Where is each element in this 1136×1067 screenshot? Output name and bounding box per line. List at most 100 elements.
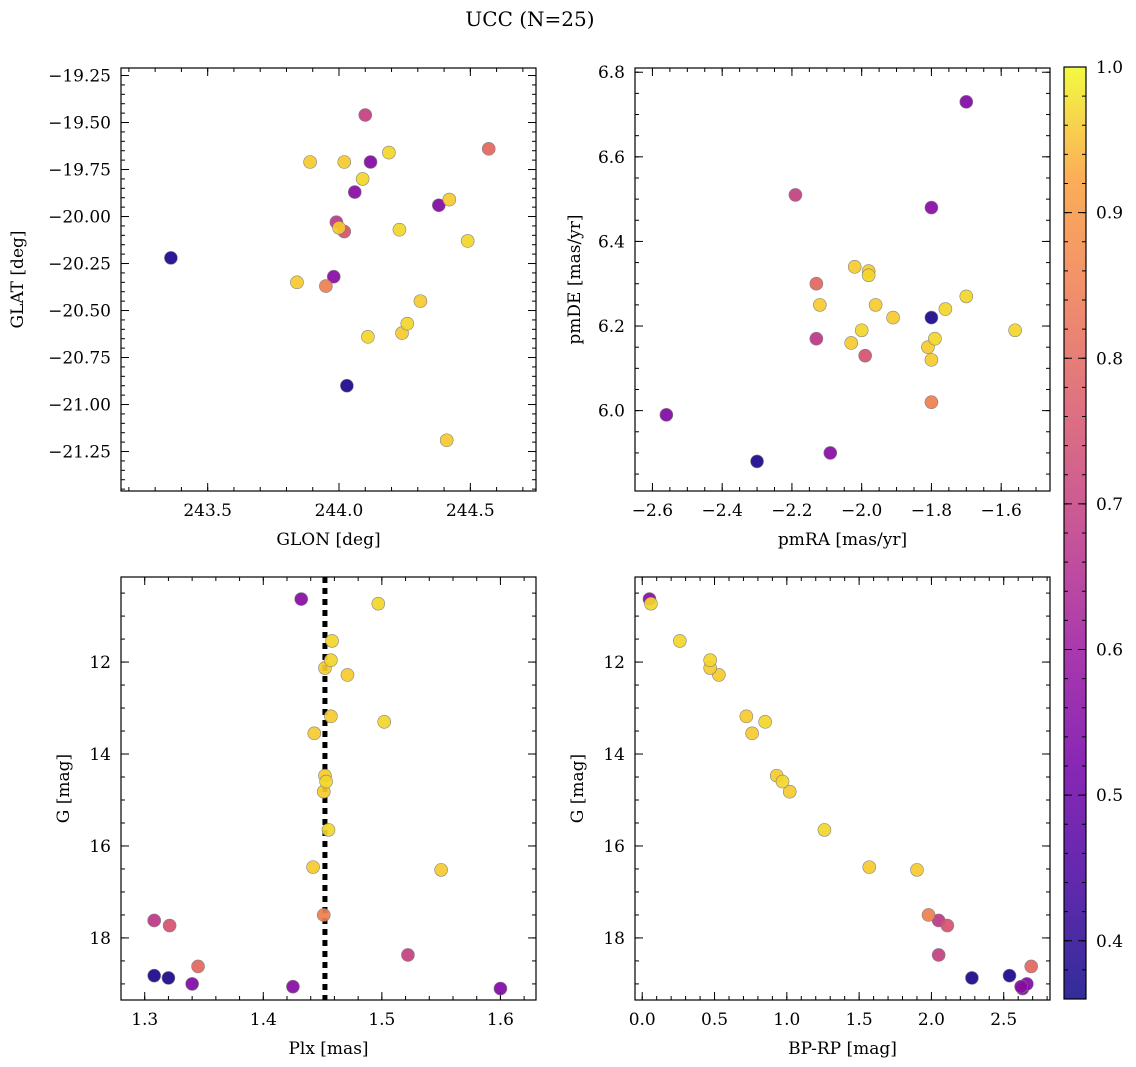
x-tick-label: 244.0 xyxy=(315,501,364,521)
x-tick-label: −2.0 xyxy=(841,501,882,521)
y-tick-label: −20.00 xyxy=(48,208,111,228)
colorbar-tick-label: 0.8 xyxy=(1096,349,1123,369)
data-point xyxy=(358,108,373,122)
data-point xyxy=(809,331,824,346)
data-point xyxy=(673,634,687,648)
y-tick-label: −19.50 xyxy=(48,114,111,134)
plot-frame-pm xyxy=(634,67,1051,492)
colorbar-tick-label: 0.5 xyxy=(1096,786,1123,806)
data-point xyxy=(332,221,346,235)
data-point xyxy=(400,316,415,331)
y-tick-label: 14 xyxy=(89,745,111,765)
data-point xyxy=(921,908,936,922)
x-tick-label: 1.4 xyxy=(250,1010,277,1030)
y-tick-label: −20.25 xyxy=(48,255,111,275)
points-sky xyxy=(164,108,496,448)
points-pm xyxy=(659,95,1022,469)
colorbar: 0.4 0.5 0.6 0.7 0.8 0.9 1.0 xyxy=(1063,58,1123,1000)
data-point xyxy=(862,860,877,874)
data-point xyxy=(817,823,832,837)
data-point xyxy=(823,446,838,460)
data-point xyxy=(1024,959,1039,974)
colorbar-tick-label: 1.0 xyxy=(1096,58,1123,78)
x-tick-label: 2.0 xyxy=(918,1010,945,1030)
data-point xyxy=(847,260,862,274)
data-point xyxy=(788,188,803,202)
y-axis-label: pmDE [mas/yr] xyxy=(565,214,585,344)
data-point xyxy=(659,408,674,422)
points-cmd xyxy=(642,592,1039,996)
y-tick-label: 18 xyxy=(603,929,625,949)
data-point xyxy=(1008,323,1022,338)
x-axis-label: GLON [deg] xyxy=(276,530,380,550)
data-point xyxy=(703,653,717,668)
data-point xyxy=(290,275,304,290)
data-point xyxy=(924,200,939,215)
plot-frame-sky xyxy=(120,67,537,492)
data-point xyxy=(854,323,869,338)
data-point xyxy=(294,592,309,606)
y-tick-label: 16 xyxy=(89,837,111,857)
data-point xyxy=(959,289,974,304)
data-point xyxy=(432,198,446,213)
x-axis-label: Plx [mas] xyxy=(288,1039,368,1059)
data-point xyxy=(745,726,759,741)
y-tick-label: 12 xyxy=(603,653,625,673)
data-point xyxy=(844,336,859,350)
y-tick-label: 6.6 xyxy=(598,148,625,168)
data-point xyxy=(739,709,754,724)
y-tick-label: 18 xyxy=(89,929,111,949)
data-point xyxy=(775,774,790,789)
data-point xyxy=(371,596,386,611)
data-point xyxy=(147,913,161,928)
data-point xyxy=(347,185,362,199)
x-tick-label: −2.2 xyxy=(771,501,812,521)
data-point xyxy=(868,298,883,312)
data-point xyxy=(164,251,178,265)
data-point xyxy=(1014,979,1028,994)
y-tick-label: −19.75 xyxy=(48,161,111,181)
x-axis-label: BP-RP [mag] xyxy=(788,1039,897,1059)
data-point xyxy=(321,823,336,837)
data-point xyxy=(382,145,396,160)
data-point xyxy=(340,668,355,682)
data-point xyxy=(147,968,161,983)
y-tick-label: −21.00 xyxy=(48,396,111,416)
data-point xyxy=(940,918,955,933)
x-axis-label: pmRA [mas/yr] xyxy=(778,530,907,550)
x-tick-label: 1.0 xyxy=(773,1010,800,1030)
panel-sky: 243.5 244.0 244.5 −21.25 −21.00 −20.75 −20.50 −… xyxy=(8,67,537,550)
x-tick-label: 244.5 xyxy=(446,501,495,521)
data-point xyxy=(644,596,658,611)
data-point xyxy=(307,726,322,741)
data-point xyxy=(758,715,772,729)
data-point xyxy=(392,222,407,237)
data-point xyxy=(191,959,205,974)
y-tick-label: 14 xyxy=(603,745,625,765)
data-point xyxy=(928,331,942,346)
data-point xyxy=(439,433,454,448)
data-point xyxy=(1002,968,1017,983)
data-point xyxy=(481,142,496,156)
data-point xyxy=(924,310,939,325)
x-tick-label: 1.5 xyxy=(368,1010,395,1030)
data-point xyxy=(340,378,354,393)
y-tick-label: −19.25 xyxy=(48,67,111,87)
points-plx xyxy=(147,577,508,1000)
y-tick-label: 6.2 xyxy=(598,317,625,337)
data-point xyxy=(316,908,331,922)
colorbar-tick-label: 0.4 xyxy=(1096,932,1123,952)
data-point xyxy=(303,155,317,169)
data-point xyxy=(337,155,352,169)
x-tick-label: 1.6 xyxy=(487,1010,514,1030)
y-axis-label: G [mag] xyxy=(568,754,588,823)
x-tick-label: −2.6 xyxy=(632,501,673,521)
data-point xyxy=(319,279,333,293)
y-tick-label: −20.75 xyxy=(48,349,111,369)
colorbar-tick-label: 0.9 xyxy=(1096,204,1123,224)
data-point xyxy=(750,454,764,469)
y-tick-label: −20.50 xyxy=(48,302,111,322)
data-point xyxy=(813,298,827,312)
data-point xyxy=(434,863,448,877)
data-point xyxy=(442,192,457,207)
